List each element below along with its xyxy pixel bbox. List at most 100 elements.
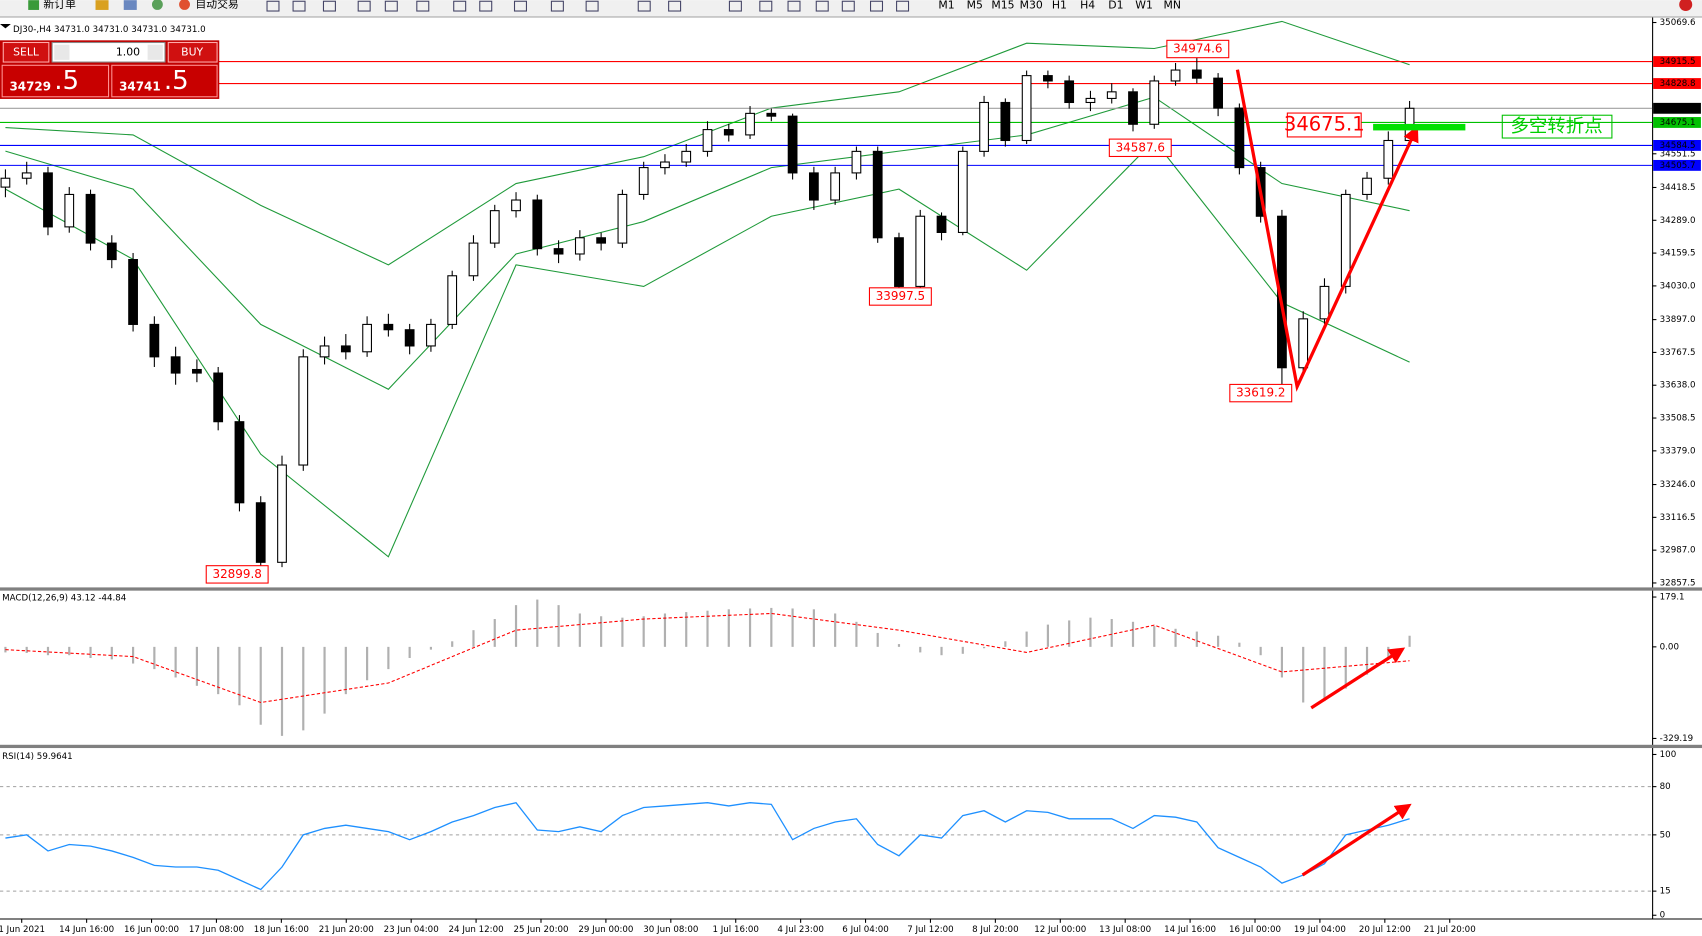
tool-icon[interactable] — [123, 0, 137, 10]
toolbar-icon[interactable] — [384, 0, 398, 12]
toolbar-icon[interactable] — [357, 0, 371, 12]
level-label: 34828.8 — [1660, 79, 1696, 89]
toolbar-icon[interactable] — [513, 0, 527, 12]
x-tick-label: 20 Jul 12:00 — [1359, 925, 1411, 935]
macd-y-tick-label: -329.19 — [1660, 734, 1693, 744]
timeframe-button[interactable]: M15 — [991, 0, 1014, 12]
candle-body — [149, 323, 160, 358]
toolbar-icon[interactable] — [668, 0, 682, 12]
turning-bar — [1373, 123, 1466, 131]
toolbar-icon[interactable] — [479, 0, 493, 12]
candle-body — [489, 210, 500, 244]
buy-price: 34741 — [119, 80, 161, 94]
tool-icon[interactable] — [95, 0, 109, 10]
sell-price: 34729 — [9, 80, 51, 94]
y-tick-label: 33379.0 — [1660, 446, 1696, 456]
toolbar-icon[interactable] — [292, 0, 306, 12]
price-annotation: 34675.1 — [1284, 112, 1365, 135]
x-tick-label: 1 Jul 16:00 — [712, 925, 758, 935]
timeframe-button[interactable]: H1 — [1052, 0, 1067, 12]
x-tick-label: 16 Jul 00:00 — [1229, 925, 1281, 935]
toolbar-icon[interactable] — [787, 0, 801, 12]
price-annotation-box — [1229, 383, 1293, 403]
toolbar-icon[interactable] — [416, 0, 430, 12]
rsi-title: RSI(14) 59.9641 — [2, 752, 73, 762]
toolbar-icon[interactable] — [550, 0, 564, 12]
price-annotation-box — [868, 287, 932, 306]
volume-up[interactable] — [147, 44, 163, 60]
timeframe-button[interactable]: W1 — [1135, 0, 1153, 12]
volume-down[interactable] — [54, 44, 70, 60]
x-tick-label: 29 Jun 00:00 — [578, 925, 633, 935]
auto-trading-button[interactable]: 自动交易 — [195, 0, 238, 11]
turning-point-box — [1501, 114, 1613, 139]
auto-trading-icon[interactable] — [179, 0, 190, 10]
level-label: 34731.0 — [1660, 104, 1696, 114]
candle-body — [1383, 139, 1394, 179]
candle-body — [638, 167, 649, 195]
candle-body — [851, 150, 862, 174]
new-order-button[interactable]: 新订单 — [43, 0, 76, 11]
timeframe-button[interactable]: M30 — [1020, 0, 1043, 12]
toolbar-icon[interactable] — [322, 0, 336, 12]
toolbar-icon[interactable] — [759, 0, 773, 12]
x-tick-label: 18 Jun 16:00 — [254, 925, 309, 935]
buy-price-box[interactable] — [111, 64, 218, 98]
x-tick-label: 1 Jun 2021 — [0, 925, 45, 935]
toolbar-icon[interactable] — [585, 0, 599, 12]
volume-input[interactable] — [51, 41, 166, 63]
new-order-icon[interactable] — [28, 0, 40, 10]
timeframe-button[interactable]: D1 — [1108, 0, 1123, 12]
candle-body — [830, 172, 841, 201]
candle-body — [85, 193, 96, 244]
x-tick-label: 24 Jun 12:00 — [449, 925, 504, 935]
price-annotation-box — [1108, 138, 1172, 158]
toolbar-icons — [266, 0, 910, 12]
candle-body — [872, 150, 883, 239]
sell-button[interactable] — [2, 41, 50, 63]
candle-body — [532, 199, 543, 250]
sell-price-box[interactable] — [1, 64, 110, 98]
candle-body — [426, 323, 436, 347]
toolbar-icon[interactable] — [453, 0, 467, 12]
x-tick-label: 4 Jul 23:00 — [777, 925, 823, 935]
macd-title: MACD(12,26,9) 43.12 -44.84 — [2, 594, 127, 604]
timeframe-button[interactable]: M1 — [938, 0, 954, 12]
candle-body — [1191, 69, 1202, 79]
rsi-y-tick-label: 80 — [1660, 782, 1671, 792]
toolbar-icon[interactable] — [728, 0, 742, 12]
candle-body — [1000, 101, 1011, 142]
timeframe-button[interactable]: MN — [1164, 0, 1181, 12]
candle-body — [894, 237, 904, 287]
alert-icon[interactable] — [1679, 0, 1693, 12]
toolbar-icon[interactable] — [815, 0, 829, 12]
buy-button[interactable] — [167, 41, 218, 63]
toolbar-icon[interactable] — [869, 0, 884, 12]
sell-label[interactable]: SELL — [13, 45, 39, 58]
toolbar-icon[interactable] — [266, 0, 280, 12]
toolbar-icon[interactable] — [841, 0, 855, 12]
timeframe-button[interactable]: M5 — [967, 0, 983, 12]
tool-icon[interactable] — [151, 0, 163, 10]
timeframe-button[interactable]: H4 — [1080, 0, 1095, 12]
sell-price-fraction: .5 — [54, 66, 79, 96]
buy-label[interactable]: BUY — [181, 45, 203, 58]
toolbar-icon[interactable] — [896, 0, 910, 12]
level-tag — [1653, 56, 1701, 67]
candle-body — [255, 502, 266, 563]
y-tick-label: 34418.5 — [1660, 183, 1696, 193]
y-tick-label: 33638.0 — [1660, 381, 1696, 391]
toolbar — [0, 0, 1702, 17]
candle-body — [1043, 75, 1053, 82]
candle-body — [383, 323, 394, 331]
toolbar-icon[interactable] — [637, 0, 651, 12]
candle-body — [1213, 77, 1223, 109]
candle-body — [447, 275, 458, 325]
candle-body — [915, 215, 926, 287]
price-annotation: 34587.6 — [1116, 140, 1165, 154]
volume-value[interactable]: 1.00 — [116, 45, 140, 58]
timeframe-bar: M1 M5 M15 M30 H1 H4 D1 W1 MN — [938, 0, 1181, 12]
candle-body — [1234, 107, 1245, 169]
